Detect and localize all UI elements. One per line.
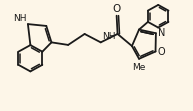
Text: NH: NH — [14, 14, 27, 23]
Text: O: O — [157, 47, 165, 57]
Text: NH: NH — [102, 32, 116, 41]
Text: Me: Me — [132, 63, 146, 72]
Text: N: N — [158, 28, 165, 38]
Text: O: O — [113, 4, 121, 14]
